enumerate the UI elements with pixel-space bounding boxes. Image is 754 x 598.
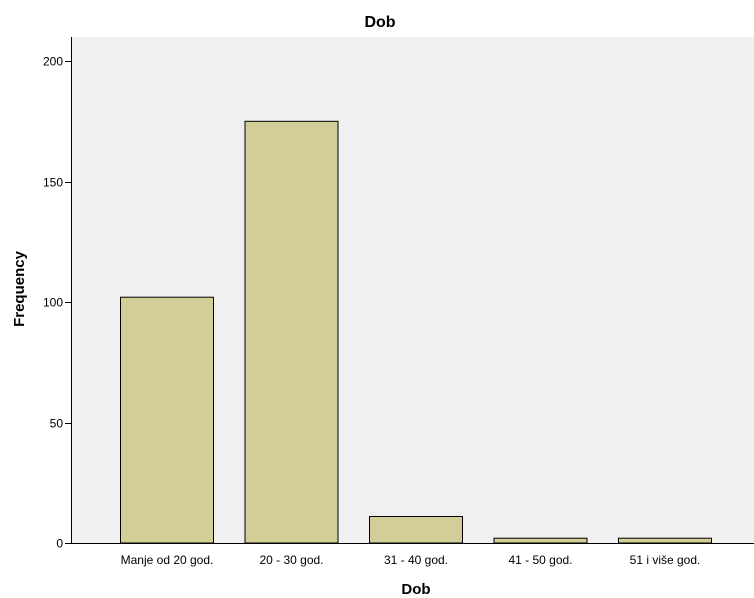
bars-group xyxy=(120,120,712,544)
x-tick-label: 31 - 40 god. xyxy=(384,553,448,567)
y-tick-label: 150 xyxy=(43,176,63,190)
bar-2 xyxy=(369,516,463,544)
y-tick-label: 0 xyxy=(56,537,63,551)
y-axis: 0 50 100 150 200 xyxy=(43,37,72,551)
x-axis: Manje od 20 god. 20 - 30 god. 31 - 40 god.… xyxy=(71,543,754,567)
bar-1 xyxy=(244,120,339,544)
y-tick-label: 200 xyxy=(43,55,63,69)
bar-0 xyxy=(120,296,214,544)
bar-3 xyxy=(493,537,588,544)
x-tick-label: 51 i više god. xyxy=(630,553,701,567)
x-tick-label: Manje od 20 god. xyxy=(121,553,214,567)
x-axis-title: Dob xyxy=(401,581,430,598)
y-tick-label: 100 xyxy=(43,296,63,310)
y-axis-title: Frequency xyxy=(11,250,28,327)
y-tick-label: 50 xyxy=(50,417,64,431)
x-tick-label: 20 - 30 god. xyxy=(259,553,323,567)
chart-title: Dob xyxy=(364,14,395,31)
bar-4 xyxy=(618,537,712,544)
x-tick-label: 41 - 50 god. xyxy=(508,553,572,567)
